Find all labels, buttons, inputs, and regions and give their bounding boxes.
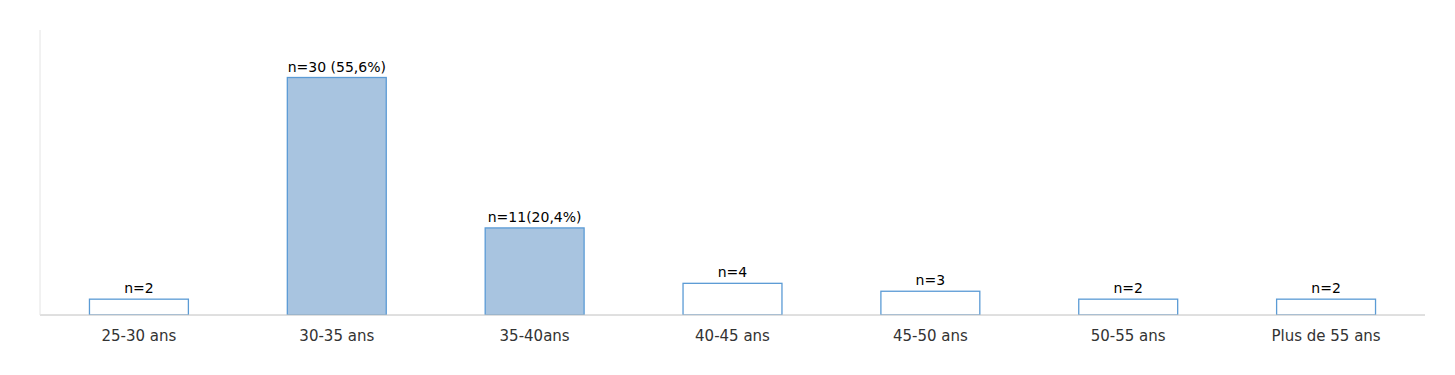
x-tick-label: Plus de 55 ans [1271, 327, 1380, 345]
bar [881, 291, 980, 315]
data-label: n=3 [916, 272, 946, 288]
x-axis-line [40, 315, 1425, 316]
chart-svg: n=2 n=30 (55,6%) n=11(20,4%) n=4 n=3 n=2 n=2 25… [0, 0, 1455, 375]
bars [89, 78, 1375, 316]
data-label: n=11(20,4%) [488, 209, 582, 225]
x-axis: 25-30 ans 30-35 ans 35-40ans 40-45 ans 45-50… [40, 315, 1425, 345]
data-label: n=2 [1311, 280, 1341, 296]
data-label: n=2 [124, 280, 154, 296]
data-label: n=4 [718, 264, 748, 280]
x-tick-label: 30-35 ans [299, 327, 374, 345]
bar [683, 283, 782, 315]
x-tick-label: 50-55 ans [1091, 327, 1166, 345]
data-label: n=30 (55,6%) [288, 59, 386, 75]
x-tick-label: 40-45 ans [695, 327, 770, 345]
bar [485, 228, 584, 315]
chart-container: n=2 n=30 (55,6%) n=11(20,4%) n=4 n=3 n=2 n=2 25… [0, 0, 1455, 375]
bar [89, 299, 188, 315]
x-tick-label: 25-30 ans [101, 327, 176, 345]
y-axis-line [40, 30, 41, 315]
data-labels: n=2 n=30 (55,6%) n=11(20,4%) n=4 n=3 n=2 n=2 [124, 59, 1341, 297]
x-tick-label: 45-50 ans [893, 327, 968, 345]
bar [287, 78, 386, 316]
x-tick-label: 35-40ans [500, 327, 570, 345]
bar [1277, 299, 1376, 315]
bar [1079, 299, 1178, 315]
data-label: n=2 [1113, 280, 1143, 296]
